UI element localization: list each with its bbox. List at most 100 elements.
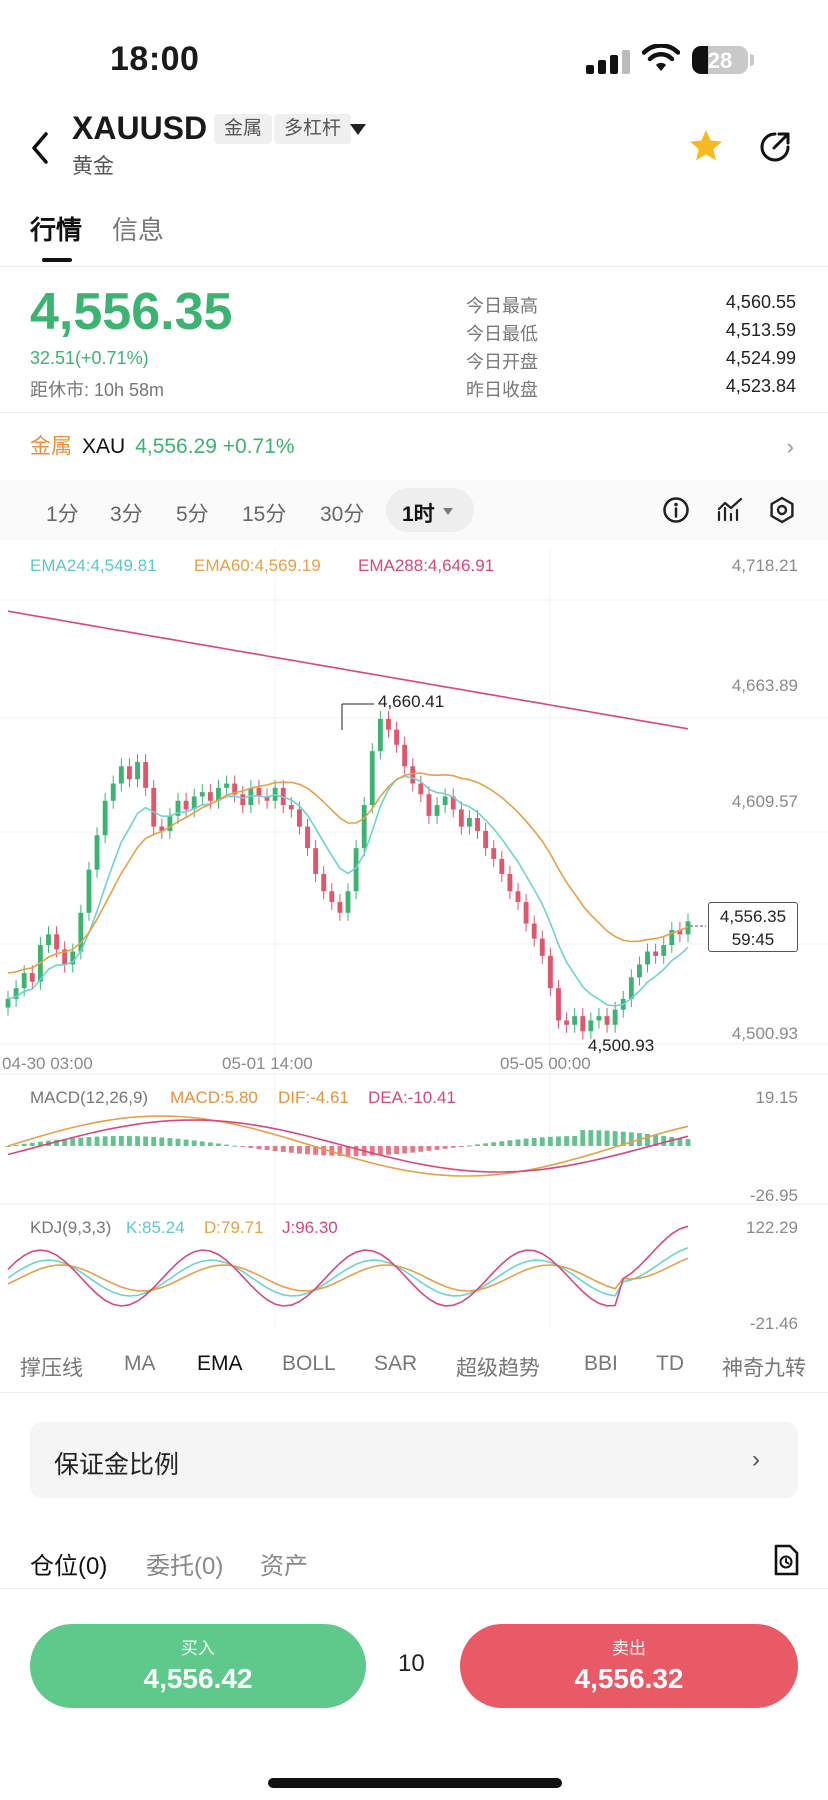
status-time: 18:00 — [110, 40, 200, 78]
last-price-tag: 4,556.35 59:45 — [708, 902, 798, 952]
tab-assets[interactable]: 资产 — [260, 1553, 308, 1580]
candle — [402, 744, 408, 767]
candle — [572, 1016, 578, 1025]
stat-open-value: 4,524.99 — [725, 348, 796, 368]
caret-down-icon[interactable] — [350, 124, 366, 135]
interval-1h[interactable]: 1时 — [402, 503, 435, 526]
sell-button[interactable]: 卖出 4,556.32 — [460, 1624, 798, 1708]
interval-3m[interactable]: 3分 — [110, 503, 143, 526]
ema60-legend: EMA60:4,569.19 — [194, 556, 321, 575]
candle — [240, 794, 246, 806]
indicator-tab-support[interactable]: 撑压线 — [20, 1357, 83, 1380]
interval-1m[interactable]: 1分 — [46, 503, 79, 526]
last-price-tag-value: 4,556.35 — [719, 907, 787, 926]
sell-price: 4,556.32 — [574, 1663, 684, 1694]
candle — [207, 792, 213, 801]
candle — [612, 1009, 618, 1025]
kdj-d-value: D:79.71 — [204, 1218, 264, 1237]
candle — [369, 751, 375, 806]
candle — [297, 809, 302, 827]
macd-bar — [29, 1142, 35, 1146]
interval-5m[interactable]: 5分 — [176, 503, 209, 526]
info-icon[interactable] — [662, 496, 690, 524]
macd-bar — [394, 1146, 399, 1155]
dif-value: DIF:-4.61 — [278, 1088, 349, 1107]
macd-bar — [386, 1146, 391, 1155]
candle — [685, 921, 691, 935]
macd-bar — [369, 1146, 375, 1156]
candle — [175, 800, 181, 816]
candle — [264, 796, 270, 801]
candle — [70, 951, 76, 965]
indicator-tab-boll[interactable]: BOLL — [282, 1352, 336, 1375]
candle — [232, 783, 238, 795]
macd-bar — [677, 1137, 683, 1146]
chevron-right-icon[interactable]: › — [786, 434, 794, 459]
candle — [94, 835, 100, 870]
related-quote-row[interactable]: 金属 XAU 4,556.29 +0.71% — [30, 430, 295, 460]
kdj-y-tick: 122.29 — [746, 1218, 798, 1237]
macd-bar — [280, 1146, 286, 1152]
indicator-tab-magic-nine[interactable]: 神奇九转 — [722, 1357, 806, 1380]
candle — [523, 901, 529, 924]
macd-bar — [402, 1146, 408, 1154]
candle — [669, 930, 675, 946]
candle — [46, 934, 51, 946]
margin-ratio-label: 保证金比例 — [54, 1451, 180, 1479]
history-document-icon[interactable] — [772, 1544, 800, 1576]
related-category: 金属 — [30, 435, 72, 458]
home-indicator — [268, 1778, 562, 1788]
candle — [442, 796, 448, 806]
stat-high-value: 4,560.55 — [725, 292, 796, 312]
leverage-tag: 多杠杆 — [274, 114, 352, 144]
margin-ratio-card[interactable] — [30, 1422, 798, 1498]
tab-info[interactable]: 信息 — [112, 215, 165, 245]
lot-size[interactable]: 10 — [398, 1650, 425, 1677]
macd-bar — [321, 1146, 327, 1156]
indicator-tab-sar[interactable]: SAR — [374, 1352, 418, 1375]
star-icon[interactable] — [688, 128, 724, 164]
candle — [5, 998, 11, 1008]
interval-15m[interactable]: 15分 — [242, 503, 287, 526]
share-icon[interactable] — [758, 130, 792, 164]
stat-open-label: 今日开盘 — [466, 352, 538, 372]
candle — [677, 930, 683, 935]
indicator-chart-icon[interactable] — [716, 496, 744, 524]
indicator-tab-bbi[interactable]: BBI — [584, 1352, 618, 1375]
macd-bar — [86, 1137, 92, 1146]
macd-bar — [467, 1145, 472, 1147]
candle — [118, 766, 124, 784]
candle — [475, 817, 480, 831]
macd-bar — [434, 1146, 440, 1150]
tab-orders[interactable]: 委托(0) — [146, 1553, 224, 1580]
macd-bar — [70, 1138, 76, 1146]
indicator-tab-supertrend[interactable]: 超级趋势 — [456, 1357, 540, 1380]
tab-market[interactable]: 行情 — [30, 215, 83, 245]
macd-bar — [426, 1146, 432, 1151]
candle — [515, 891, 521, 902]
macd-bar — [539, 1137, 545, 1146]
macd-bar — [329, 1146, 335, 1156]
interval-30m[interactable]: 30分 — [320, 503, 365, 526]
back-icon[interactable] — [26, 128, 56, 168]
macd-dif-line — [7, 1115, 689, 1177]
indicator-tab-ma[interactable]: MA — [124, 1352, 156, 1375]
stat-high-label: 今日最高 — [466, 296, 538, 316]
macd-bar — [191, 1140, 197, 1146]
buy-button[interactable]: 买入 4,556.42 — [30, 1624, 366, 1708]
low-marker-label: 4,500.93 — [588, 1036, 655, 1055]
interval-1h-pill[interactable] — [386, 488, 474, 532]
tab-positions[interactable]: 仓位(0) — [30, 1553, 108, 1580]
macd-bar — [256, 1146, 262, 1149]
chevron-right-icon[interactable]: › — [752, 1446, 760, 1473]
candle — [127, 766, 132, 780]
settings-icon[interactable] — [768, 496, 796, 524]
macd-bar — [620, 1131, 626, 1146]
divider — [0, 412, 828, 413]
price-chart[interactable] — [0, 548, 828, 1328]
kdj-title: KDJ(9,3,3) — [30, 1218, 112, 1237]
indicator-tab-ema[interactable]: EMA — [197, 1352, 243, 1375]
bar-countdown: 59:45 — [731, 930, 775, 949]
last-price: 4,556.35 — [30, 283, 233, 341]
indicator-tab-td[interactable]: TD — [656, 1352, 684, 1375]
